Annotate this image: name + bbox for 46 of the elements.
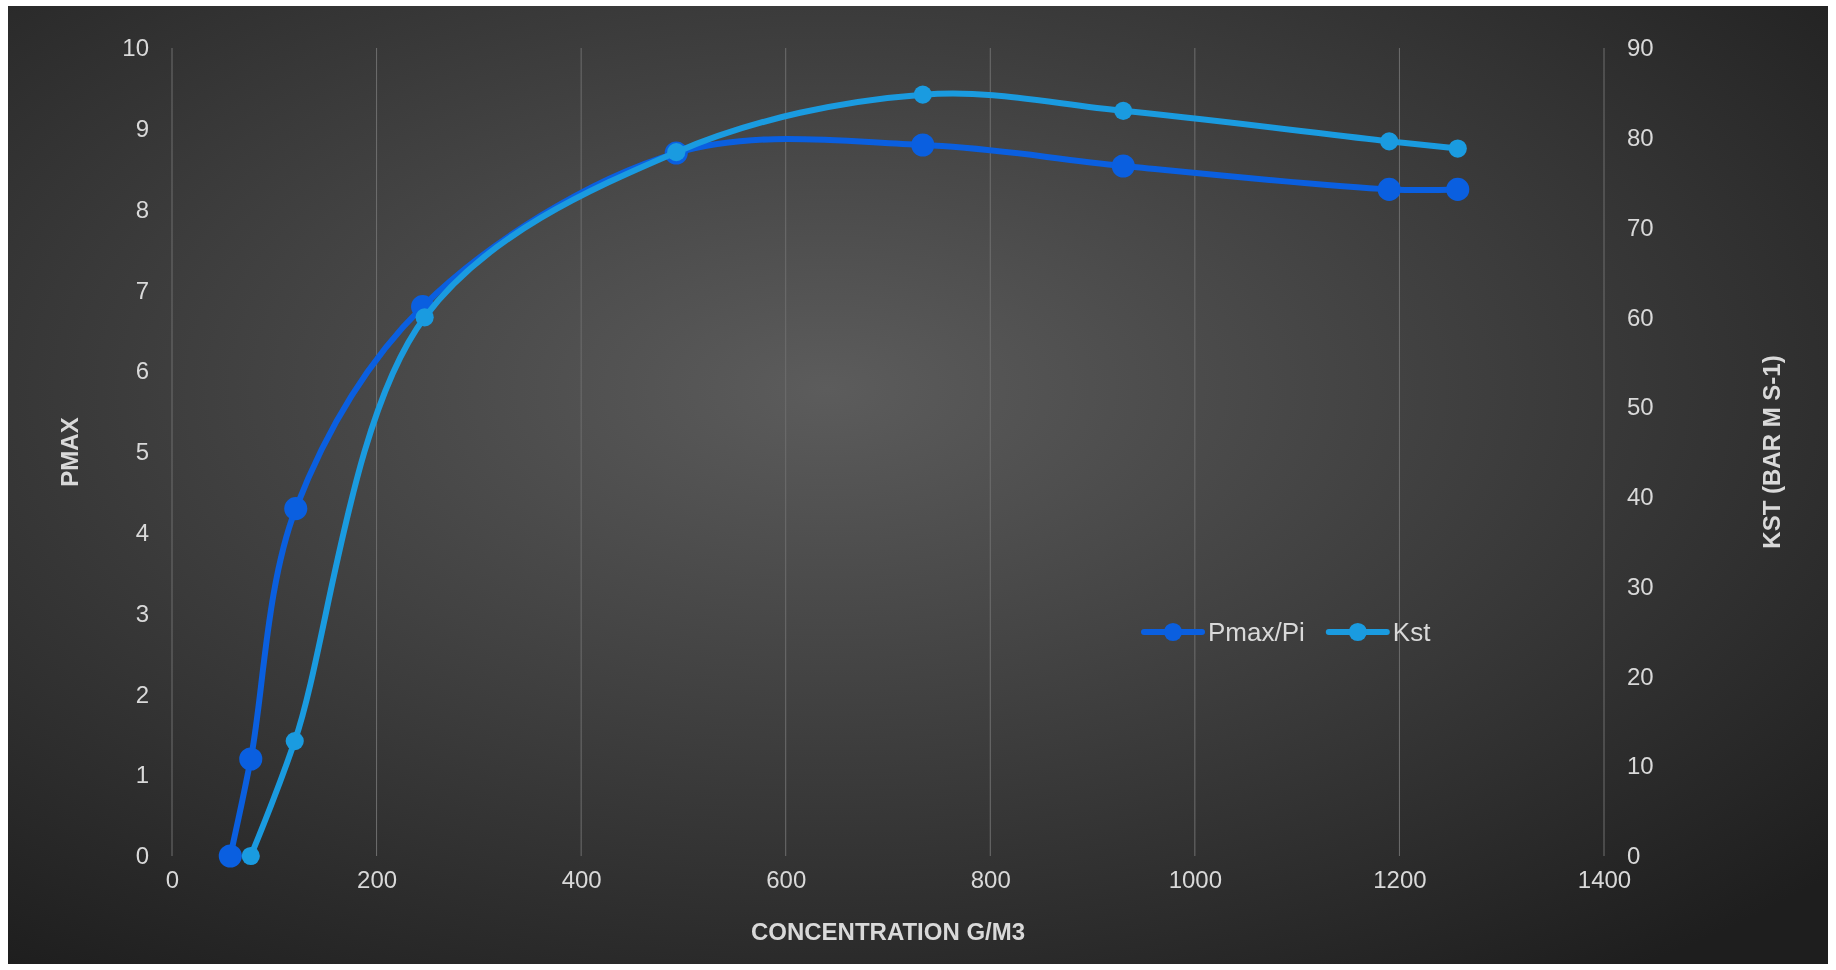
x-tick-label: 1200: [1373, 866, 1427, 894]
legend-label: Kst: [1392, 617, 1432, 647]
x-tick-label: 1000: [1168, 866, 1223, 894]
point: [285, 732, 304, 751]
point: [1377, 177, 1401, 201]
y-tick-label: 9: [135, 114, 149, 142]
y-tick-label: 1: [135, 761, 149, 789]
point: [415, 308, 434, 327]
y-tick-label: 2: [135, 680, 149, 708]
x-tick-label: 400: [561, 866, 602, 894]
legend-label: Pmax/Pi: [1208, 617, 1305, 647]
y2-tick-label: 40: [1627, 483, 1654, 511]
y2-tick-label: 70: [1627, 213, 1654, 241]
point: [239, 747, 263, 771]
x-axis-title: CONCENTRATION G/M3: [750, 918, 1026, 945]
y-axis-title: PMAX: [56, 417, 83, 487]
point: [1448, 139, 1467, 158]
y2-tick-label: 80: [1627, 123, 1654, 151]
x-tick-label: 0: [165, 866, 180, 894]
point: [284, 497, 308, 521]
y-tick-label: 7: [135, 276, 149, 304]
point: [241, 846, 260, 866]
point: [1446, 177, 1470, 201]
point: [913, 85, 932, 104]
y2-tick-label: 20: [1627, 662, 1654, 690]
point: [1380, 132, 1399, 151]
point: [1114, 101, 1133, 120]
y-tick-label: 3: [135, 599, 149, 627]
y-tick-label: 10: [122, 34, 149, 62]
y2-tick-label: 10: [1627, 752, 1654, 780]
y2-tick-label: 50: [1627, 393, 1654, 421]
y2-tick-label: 30: [1627, 572, 1654, 600]
y2-tick-label: 90: [1627, 34, 1654, 62]
x-tick-label: 600: [766, 866, 807, 894]
y-tick-label: 8: [135, 195, 149, 223]
y-tick-label: 4: [135, 518, 149, 546]
y-tick-label: 6: [135, 357, 149, 385]
y2-tick-label: 60: [1627, 303, 1654, 331]
x-tick-label: 200: [357, 866, 398, 894]
y-tick-label: 0: [135, 842, 149, 870]
x-tick-label: 800: [970, 866, 1011, 894]
y2-axis-title: KST (BAR M S-1): [1758, 355, 1785, 549]
point: [218, 844, 242, 868]
point: [911, 133, 935, 157]
point: [1111, 154, 1135, 178]
y-tick-label: 5: [135, 438, 149, 466]
